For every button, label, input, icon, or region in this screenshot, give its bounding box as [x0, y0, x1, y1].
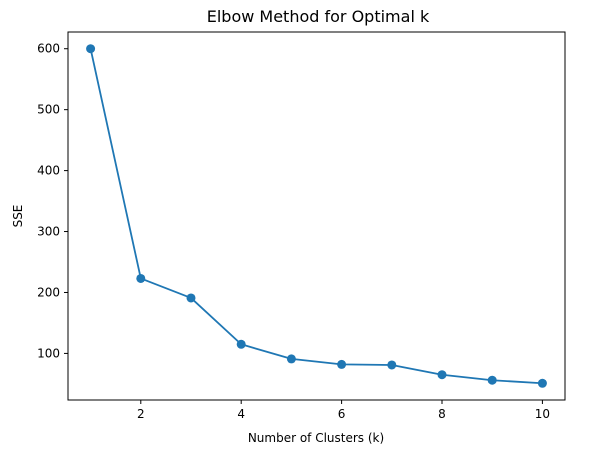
data-point [286, 354, 296, 364]
data-point [387, 360, 397, 370]
x-axis-label: Number of Clusters (k) [248, 431, 384, 445]
y-tick-label: 100 [37, 346, 60, 360]
data-point [136, 273, 146, 283]
chart-title: Elbow Method for Optimal k [207, 7, 430, 26]
y-axis-label: SSE [11, 205, 25, 228]
series-markers [86, 44, 547, 388]
data-point [236, 339, 246, 349]
series-line [89, 48, 543, 385]
y-tick-label: 400 [37, 164, 60, 178]
y-tick-label: 600 [37, 42, 60, 56]
data-point [186, 293, 196, 303]
data-point [437, 370, 447, 380]
x-tick-label: 2 [137, 407, 145, 421]
x-tick-label: 4 [237, 407, 245, 421]
data-point [487, 375, 497, 385]
y-tick-label: 300 [37, 225, 60, 239]
plot-area-frame [67, 31, 566, 401]
data-point [86, 44, 96, 54]
y-axis: 100 200 300 400 500 600 [37, 42, 68, 360]
data-point [537, 378, 547, 388]
y-tick-label: 200 [37, 285, 60, 299]
x-tick-label: 6 [338, 407, 346, 421]
x-tick-label: 8 [438, 407, 446, 421]
y-tick-label: 500 [37, 103, 60, 117]
x-axis: 2 4 6 8 10 [137, 400, 550, 421]
x-tick-label: 10 [535, 407, 550, 421]
data-point [337, 359, 347, 369]
